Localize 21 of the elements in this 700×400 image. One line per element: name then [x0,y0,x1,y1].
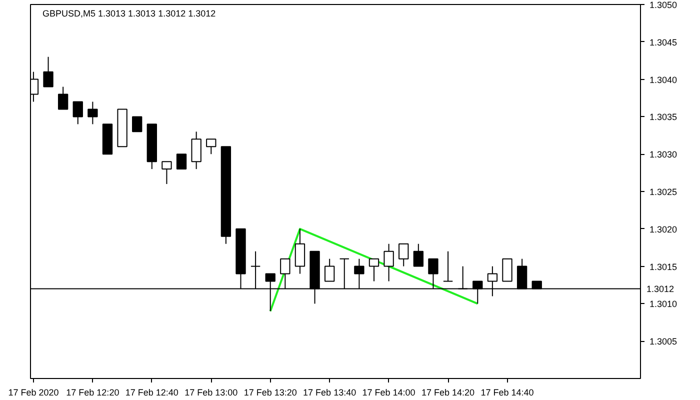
x-tick-label: 17 Feb 12:40 [125,388,178,398]
y-tick-label: 1.3040 [650,74,678,85]
y-tick-label: 1.3025 [650,187,678,197]
ref-line-label: 1.3012 [646,284,674,294]
x-tick-label: 17 Feb 13:40 [303,388,356,398]
x-tick-label: 17 Feb 13:20 [244,388,297,398]
x-tick-label: 17 Feb 2020 [8,388,59,398]
y-tick-label: 1.3005 [650,336,678,347]
x-tick-label: 17 Feb 14:20 [422,388,475,398]
y-tick-label: 1.3020 [650,224,678,234]
x-tick-label: 17 Feb 12:20 [66,388,120,398]
x-tick-label: 17 Feb 13:00 [184,388,238,398]
x-tick-label: 17 Feb 14:00 [362,388,416,398]
y-tick-label: 1.3030 [650,150,678,160]
x-tick-label: 17 Feb 14:40 [480,388,534,398]
y-tick-label: 1.3010 [650,299,678,310]
y-tick-label: 1.3050 [650,0,678,10]
y-tick-label: 1.3015 [650,262,678,272]
text: GBPUSD,M5 1.3013 1.3013 1.3012 1.3012 [42,8,216,18]
y-tick-label: 1.3045 [650,37,678,48]
y-tick-label: 1.3035 [650,112,678,122]
